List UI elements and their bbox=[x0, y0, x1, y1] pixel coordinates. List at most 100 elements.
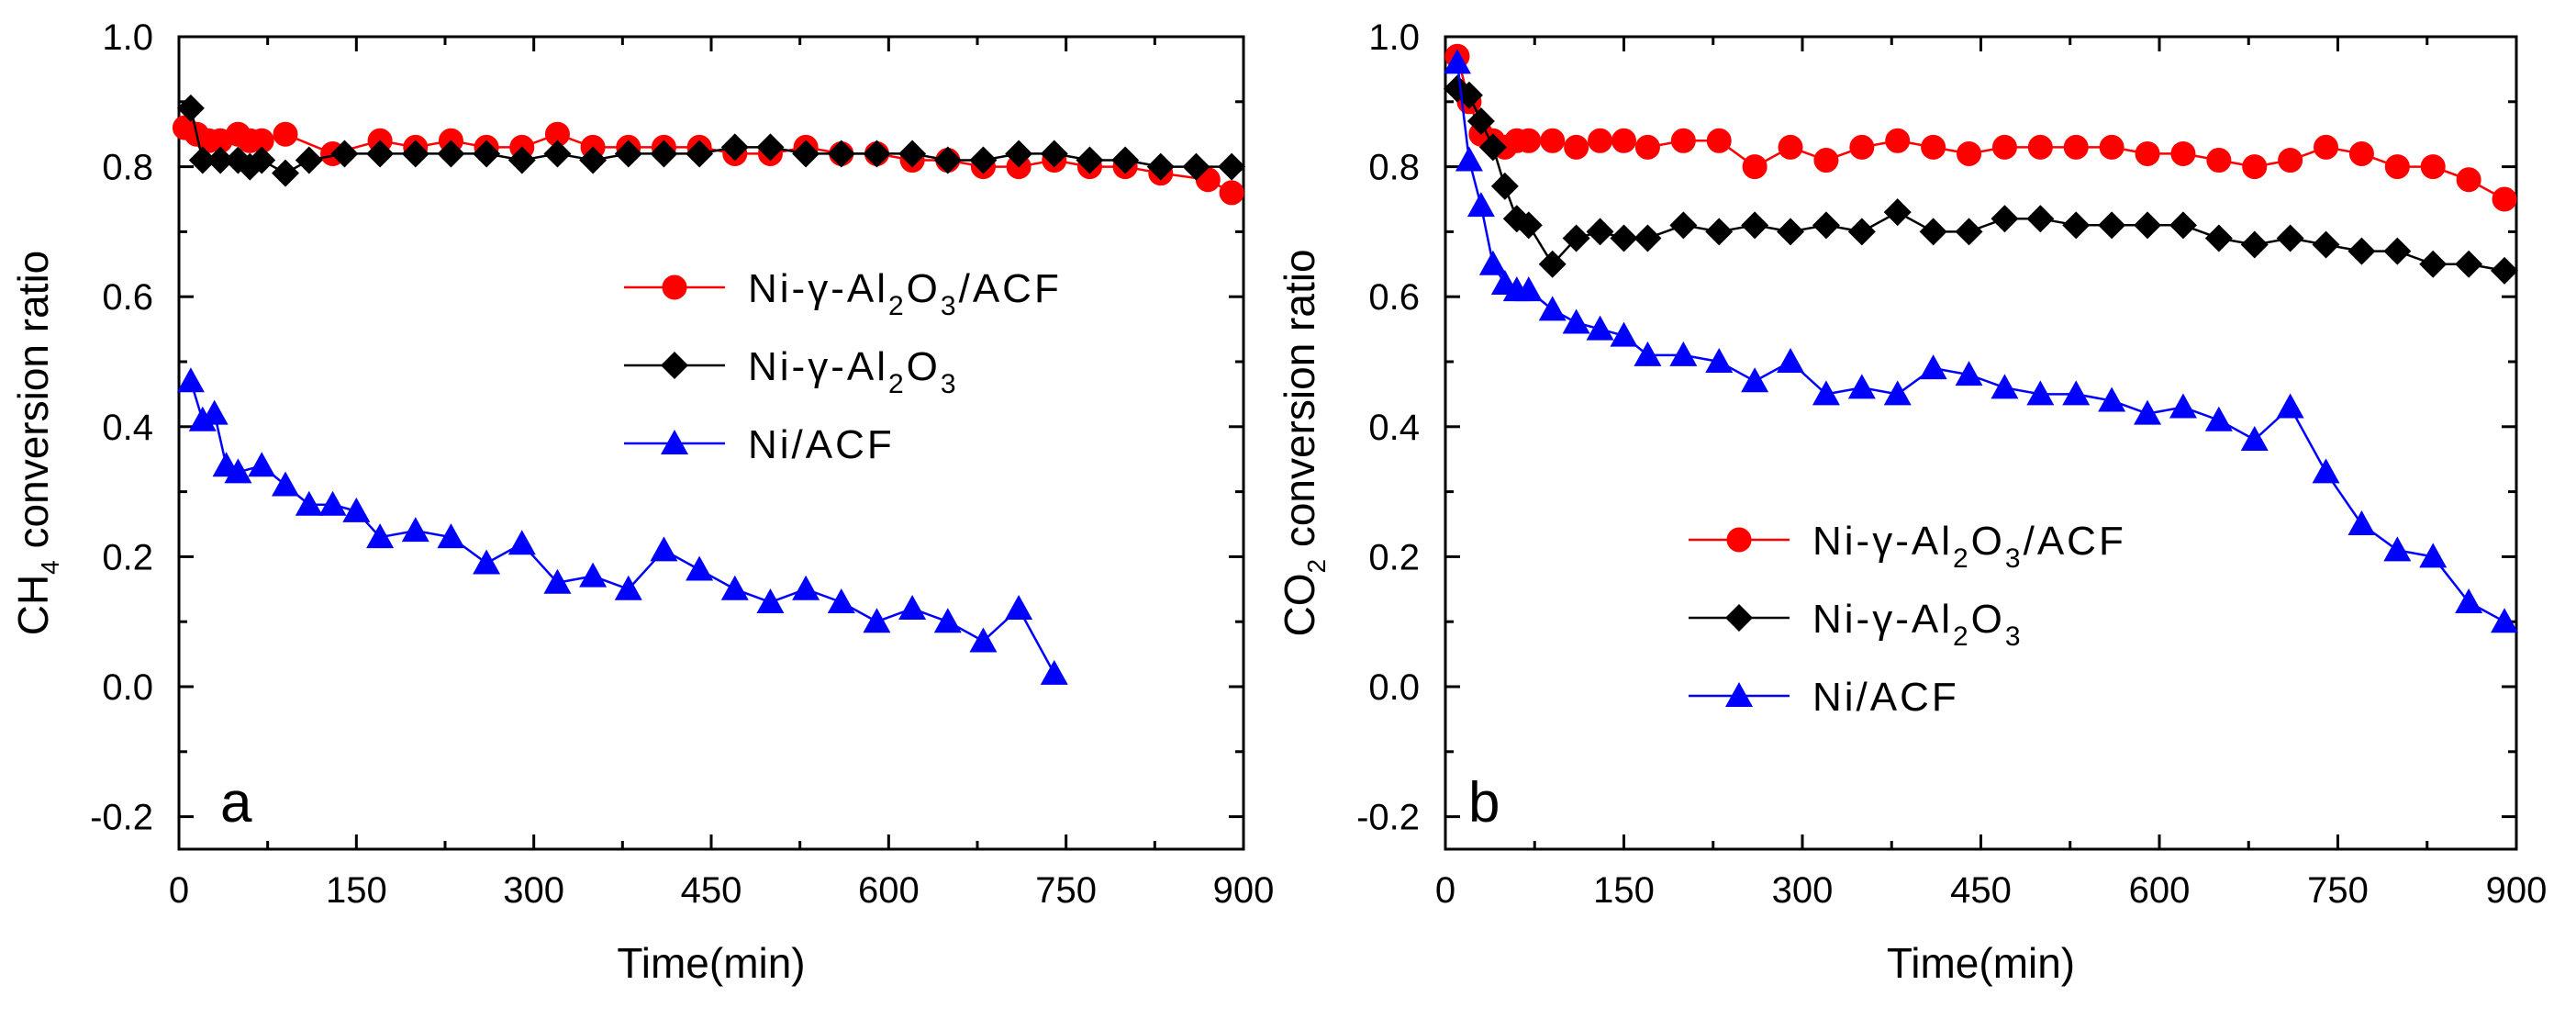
data-point bbox=[318, 490, 347, 516]
legend-label-text: O bbox=[907, 266, 941, 311]
data-point bbox=[2384, 154, 2410, 180]
data-point bbox=[1538, 296, 1567, 321]
y-tick-label: 1.0 bbox=[102, 17, 153, 58]
data-point bbox=[1955, 218, 1983, 246]
x-tick-label: 600 bbox=[858, 870, 920, 911]
data-point bbox=[650, 536, 678, 562]
data-point bbox=[1885, 128, 1911, 153]
y-tick-label: 0.2 bbox=[1368, 537, 1420, 577]
data-point bbox=[1490, 172, 1519, 200]
data-point bbox=[933, 146, 962, 174]
data-point bbox=[1586, 315, 1614, 341]
data-point bbox=[200, 399, 229, 425]
data-point bbox=[2099, 134, 2124, 160]
data-point bbox=[2276, 224, 2304, 252]
data-point bbox=[2134, 399, 2162, 425]
data-point bbox=[2240, 230, 2269, 259]
data-point bbox=[295, 146, 323, 174]
legend-label: Ni-γ-Al2O3/ACF bbox=[1812, 519, 2126, 574]
legend-label-subscript: 2 bbox=[1953, 543, 1971, 574]
x-tick-label: 600 bbox=[2129, 870, 2191, 911]
data-point bbox=[401, 517, 429, 543]
data-point bbox=[2419, 543, 2448, 568]
y-axis-title: CH4 conversion ratio bbox=[9, 251, 64, 636]
x-tick-label: 900 bbox=[2486, 870, 2548, 911]
data-point bbox=[1610, 224, 1638, 252]
legend-label-subscript: 3 bbox=[941, 369, 959, 399]
data-point bbox=[1466, 192, 1495, 218]
data-point bbox=[188, 406, 217, 431]
data-point bbox=[863, 608, 891, 633]
data-point bbox=[176, 367, 205, 393]
data-point bbox=[1586, 218, 1614, 246]
data-point bbox=[2169, 211, 2197, 240]
data-point bbox=[176, 94, 205, 122]
y-axis-title-subscript: 2 bbox=[1302, 559, 1331, 574]
data-point bbox=[969, 627, 998, 653]
data-point bbox=[1634, 134, 1660, 160]
data-point bbox=[1883, 198, 1912, 227]
panel-a: 0 150 300 450 600 750 900 -0.2 0.0 0.2 0.4 0.6 0.8 1.… bbox=[9, 17, 1274, 987]
data-point bbox=[686, 140, 714, 168]
x-tick-label: 900 bbox=[1213, 870, 1275, 911]
y-tick-label: 0.4 bbox=[1368, 408, 1420, 448]
x-tick-label: 0 bbox=[169, 870, 189, 911]
legend-marker bbox=[661, 430, 688, 454]
data-point bbox=[1921, 134, 1946, 160]
x-tick-label: 300 bbox=[503, 870, 564, 911]
data-point bbox=[933, 608, 962, 633]
data-point bbox=[2348, 140, 2374, 166]
data-point bbox=[1443, 49, 1471, 74]
data-point bbox=[1040, 140, 1068, 168]
panel-label: b bbox=[1468, 771, 1500, 834]
legend-label-text: /ACF bbox=[2024, 519, 2126, 564]
data-point bbox=[1670, 128, 1696, 153]
data-point bbox=[1812, 380, 1840, 406]
y-axis-title: CO2 conversion ratio bbox=[1276, 249, 1331, 636]
x-axis-title: Time(min) bbox=[617, 939, 805, 987]
data-point bbox=[401, 140, 429, 168]
y-tick-label: 0.0 bbox=[102, 667, 153, 708]
data-point bbox=[1669, 341, 1698, 366]
data-point bbox=[2026, 205, 2055, 233]
data-point bbox=[863, 140, 891, 168]
legend-label-text: Ni-γ-Al bbox=[1812, 597, 1953, 642]
data-point bbox=[1540, 128, 1566, 153]
data-point bbox=[2491, 608, 2519, 633]
data-point bbox=[342, 497, 371, 522]
data-point bbox=[1466, 107, 1495, 136]
data-point bbox=[614, 140, 642, 168]
data-point bbox=[1955, 361, 1983, 386]
data-point bbox=[2135, 140, 2160, 166]
data-point bbox=[792, 140, 820, 168]
panel-b: 0 150 300 450 600 750 900 -0.2 0.0 0.2 0.4 0.6 0.8 1.… bbox=[1276, 17, 2547, 987]
data-point bbox=[1514, 276, 1543, 302]
data-point bbox=[2419, 250, 2448, 278]
data-point bbox=[543, 140, 572, 168]
data-point bbox=[272, 471, 299, 497]
data-point bbox=[507, 530, 536, 555]
data-point bbox=[1478, 250, 1507, 275]
data-point bbox=[720, 575, 749, 600]
data-point bbox=[827, 588, 855, 613]
y-axis-title-rest: conversion ratio bbox=[9, 251, 57, 561]
data-point bbox=[1076, 146, 1104, 174]
data-point bbox=[1634, 224, 1662, 252]
data-point bbox=[2312, 458, 2340, 484]
data-point bbox=[720, 133, 749, 162]
data-point bbox=[2456, 167, 2481, 193]
data-point bbox=[1005, 595, 1033, 621]
legend-label-text: O bbox=[1971, 597, 2005, 642]
data-point bbox=[1005, 140, 1033, 168]
data-point bbox=[2062, 380, 2091, 406]
x-tick-label: 750 bbox=[2307, 870, 2369, 911]
data-point bbox=[1741, 367, 1769, 393]
data-point bbox=[1610, 321, 1638, 347]
data-point bbox=[686, 555, 714, 581]
data-point bbox=[2383, 536, 2412, 562]
data-point bbox=[827, 140, 855, 168]
data-point bbox=[1849, 134, 1875, 160]
legend-label-text: O bbox=[907, 344, 941, 389]
data-point bbox=[1777, 218, 1805, 246]
legend-label-subscript: 3 bbox=[2005, 543, 2024, 574]
